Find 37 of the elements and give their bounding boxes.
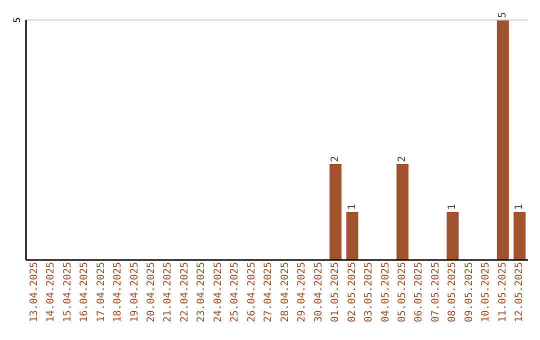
data-label: 2 xyxy=(330,156,342,162)
x-tick-label: 09.05.2025 xyxy=(464,262,475,322)
x-tick-label: 25.04.2025 xyxy=(230,262,241,322)
x-tick-label: 06.05.2025 xyxy=(414,262,425,322)
x-tick-label: 01.05.2025 xyxy=(330,262,342,322)
x-tick-label: 18.04.2025 xyxy=(112,262,124,322)
x-tick-label: 17.04.2025 xyxy=(96,262,107,322)
x-tick-label: 16.04.2025 xyxy=(79,262,90,322)
x-tick-label: 23.04.2025 xyxy=(196,262,208,322)
x-tick-label: 07.05.2025 xyxy=(430,262,442,322)
x-tick-label: 04.05.2025 xyxy=(380,262,392,322)
x-tick-label: 14.04.2025 xyxy=(46,262,57,322)
x-tick-label: 26.04.2025 xyxy=(246,262,258,322)
x-tick-label: 19.04.2025 xyxy=(129,262,140,322)
x-tick-label: 21.04.2025 xyxy=(162,262,174,322)
data-label: 1 xyxy=(346,204,358,210)
data-label: 1 xyxy=(447,204,458,210)
x-tick-label: 11.05.2025 xyxy=(497,262,508,322)
x-tick-label: 08.05.2025 xyxy=(447,262,458,322)
x-tick-label: 03.05.2025 xyxy=(364,262,375,322)
x-tick-label: 27.04.2025 xyxy=(263,262,274,322)
ref-line-label: 5 xyxy=(13,17,23,23)
x-tick-label: 10.05.2025 xyxy=(480,262,492,322)
x-tick-label: 30.04.2025 xyxy=(313,262,324,322)
x-tick-label: 24.04.2025 xyxy=(212,262,224,322)
data-label: 2 xyxy=(396,156,408,162)
x-tick-label: 28.04.2025 xyxy=(280,262,291,322)
x-tick-label: 22.04.2025 xyxy=(179,262,190,322)
data-label: 1 xyxy=(514,204,526,210)
x-tick-label: 13.04.2025 xyxy=(28,262,40,322)
x-tick-label: 15.04.2025 xyxy=(62,262,74,322)
data-label: 5 xyxy=(497,12,508,18)
x-tick-label: 20.04.2025 xyxy=(146,262,157,322)
x-tick-label: 12.05.2025 xyxy=(514,262,526,322)
x-tick-label: 29.04.2025 xyxy=(296,262,308,322)
x-tick-label: 05.05.2025 xyxy=(397,262,408,322)
x-tick-label: 02.05.2025 xyxy=(346,262,358,322)
